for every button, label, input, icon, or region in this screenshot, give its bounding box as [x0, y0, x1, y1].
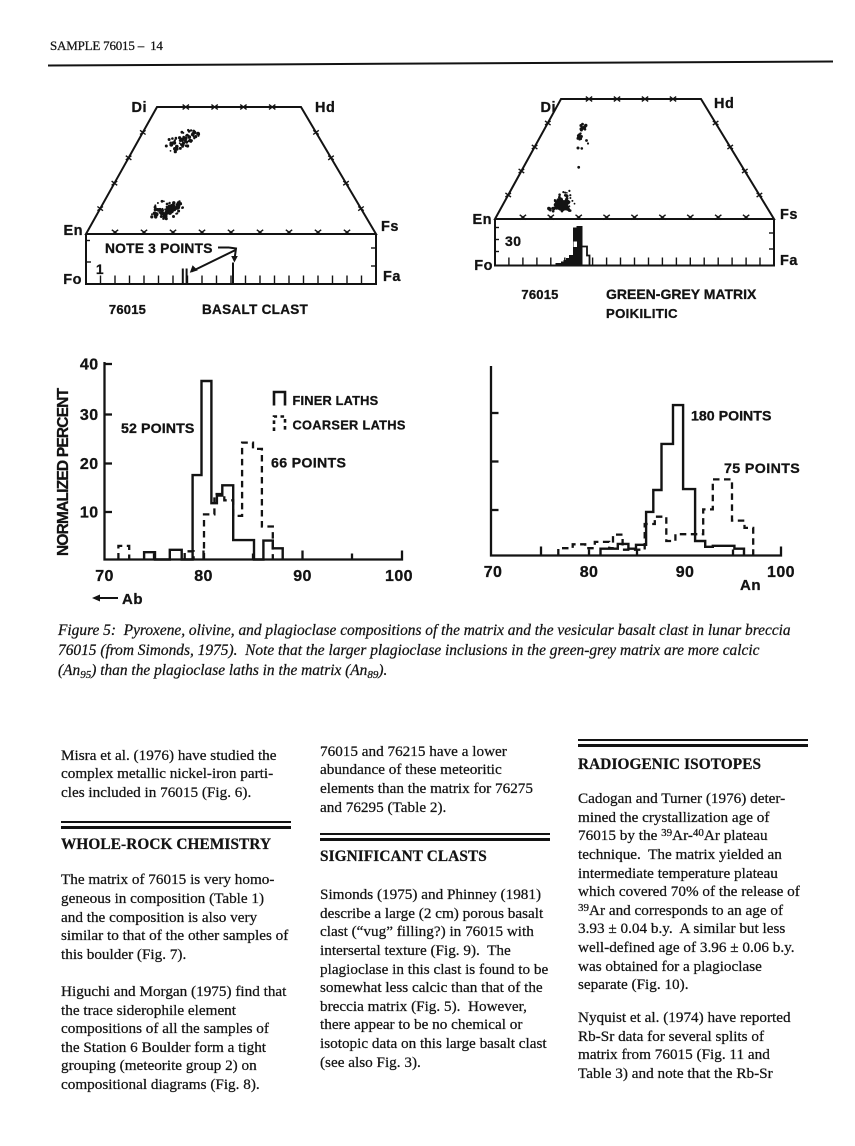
svg-text:80: 80 [580, 564, 599, 581]
svg-text:66 POINTS: 66 POINTS [271, 456, 346, 472]
svg-text:NORMALIZED PERCENT: NORMALIZED PERCENT [55, 387, 72, 556]
svg-text:COARSER LATHS: COARSER LATHS [293, 418, 406, 433]
svg-text:90: 90 [293, 568, 312, 585]
svg-text:10: 10 [80, 505, 99, 522]
svg-text:1: 1 [96, 262, 104, 277]
svg-text:75 POINTS: 75 POINTS [724, 461, 800, 477]
svg-text:BASALT CLAST: BASALT CLAST [202, 302, 309, 317]
svg-text:70: 70 [484, 564, 503, 581]
svg-text:An: An [740, 577, 761, 594]
svg-text:52 POINTS: 52 POINTS [121, 421, 194, 437]
svg-text:80: 80 [194, 568, 213, 585]
svg-text:70: 70 [95, 568, 114, 585]
svg-text:30: 30 [505, 233, 522, 249]
svg-text:20: 20 [80, 456, 99, 473]
svg-text:Fo: Fo [63, 272, 82, 288]
svg-text:Fs: Fs [381, 219, 399, 235]
svg-text:180 POINTS: 180 POINTS [691, 409, 771, 425]
svg-text:Di: Di [132, 100, 148, 116]
svg-text:Hd: Hd [315, 100, 335, 116]
svg-text:Fa: Fa [780, 253, 798, 269]
svg-text:En: En [63, 223, 83, 239]
svg-text:76015: 76015 [521, 287, 558, 302]
svg-text:En: En [472, 212, 492, 228]
svg-text:100: 100 [385, 568, 413, 585]
svg-text:Fo: Fo [474, 258, 493, 274]
svg-text:40: 40 [80, 357, 99, 374]
svg-text:Di: Di [541, 100, 557, 116]
svg-text:POIKILITIC: POIKILITIC [606, 306, 678, 321]
svg-text:Hd: Hd [714, 96, 734, 112]
svg-text:Fs: Fs [780, 207, 798, 223]
svg-text:Fa: Fa [383, 269, 401, 285]
svg-text:76015: 76015 [109, 302, 146, 317]
svg-text:FINER LATHS: FINER LATHS [293, 393, 379, 408]
svg-text:Ab: Ab [122, 591, 143, 608]
svg-text:100: 100 [767, 564, 795, 581]
svg-text:30: 30 [80, 407, 99, 424]
svg-text:90: 90 [676, 564, 695, 581]
svg-text:GREEN-GREY MATRIX: GREEN-GREY MATRIX [606, 286, 757, 302]
svg-text:NOTE 3 POINTS: NOTE 3 POINTS [105, 241, 213, 256]
